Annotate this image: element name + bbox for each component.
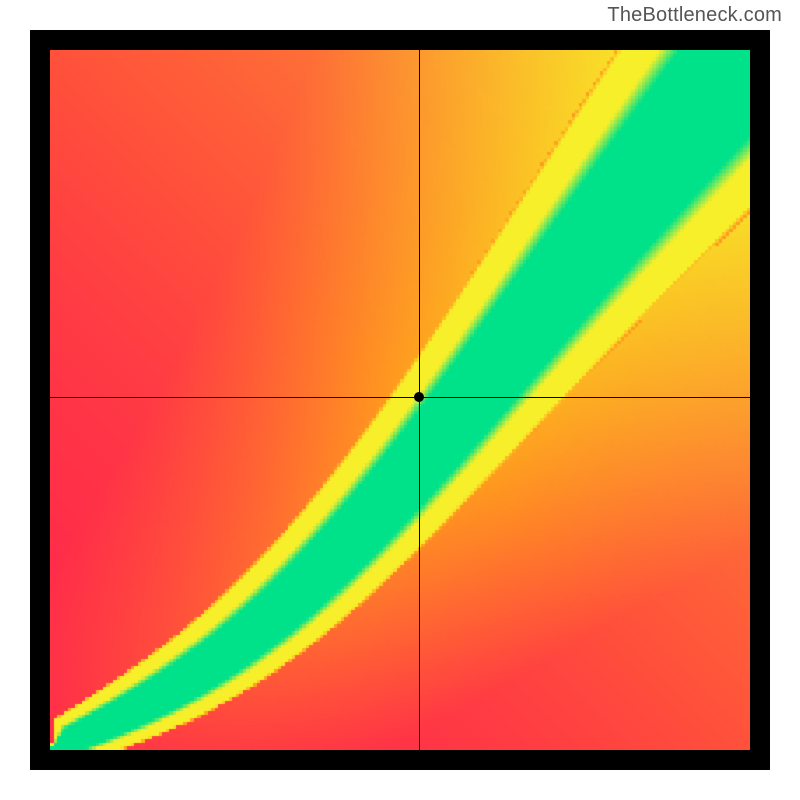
crosshair-horizontal: [50, 397, 750, 398]
crosshair-marker: [414, 392, 424, 402]
watermark-text: TheBottleneck.com: [607, 4, 782, 27]
heatmap-plot: [50, 50, 750, 750]
heatmap-canvas: [50, 50, 750, 750]
chart-frame: [30, 30, 770, 770]
